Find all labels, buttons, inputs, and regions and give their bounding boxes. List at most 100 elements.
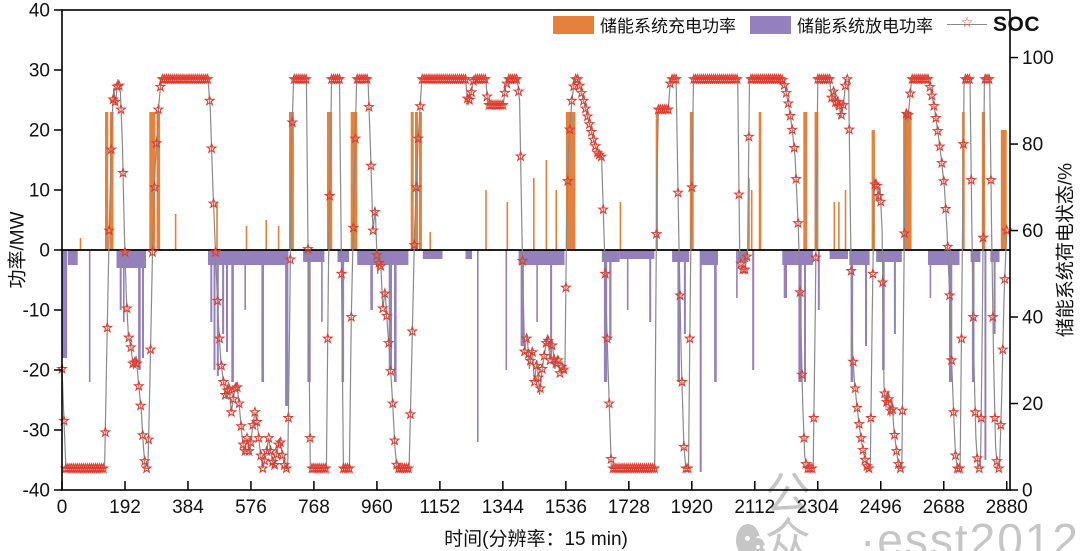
x-tick-label: 192 bbox=[109, 497, 141, 518]
charge-bar bbox=[838, 202, 840, 250]
discharge-bar bbox=[210, 250, 213, 322]
discharge-bar bbox=[222, 250, 225, 334]
y-left-tick-label: 30 bbox=[29, 61, 50, 82]
legend-item-charge: 储能系统充电功率 bbox=[553, 12, 736, 37]
charge-bar bbox=[79, 238, 82, 250]
y-right-tick-label: 0 bbox=[1022, 481, 1033, 502]
discharge-bar bbox=[67, 250, 78, 265]
discharge-bar bbox=[213, 250, 216, 370]
soc-markers bbox=[57, 74, 1012, 473]
y-right-tick-label: 20 bbox=[1022, 394, 1043, 415]
charge-bar bbox=[506, 202, 509, 250]
charge-bar bbox=[485, 190, 487, 250]
discharge-bar bbox=[465, 250, 473, 259]
watermark-text-cn: 公众号 bbox=[764, 468, 813, 551]
charge-bar bbox=[149, 112, 156, 250]
discharge-bar bbox=[929, 250, 932, 298]
charge-bar bbox=[833, 202, 836, 250]
discharge-bar bbox=[683, 250, 686, 334]
star-icon: ☆ bbox=[960, 14, 974, 30]
wechat-icon-small bbox=[750, 537, 767, 551]
y-left-axis-title: 功率/MW bbox=[7, 211, 29, 289]
x-tick-label: 2496 bbox=[860, 497, 902, 518]
discharge-bar bbox=[865, 250, 867, 346]
discharge-bar bbox=[138, 250, 141, 370]
discharge-bar bbox=[699, 250, 702, 472]
x-tick-label: 2880 bbox=[986, 497, 1028, 518]
discharge-bar bbox=[609, 250, 612, 340]
discharge-swatch-icon bbox=[750, 15, 791, 34]
discharge-bar bbox=[62, 250, 68, 358]
legend-label-discharge: 储能系统放电功率 bbox=[797, 17, 933, 36]
y-left-tick-label: 20 bbox=[29, 121, 50, 142]
discharge-bar bbox=[626, 250, 629, 310]
charge-bar bbox=[156, 112, 161, 250]
discharge-bar bbox=[603, 250, 608, 382]
y-left-tick-label: 0 bbox=[39, 241, 50, 262]
discharge-bar bbox=[536, 250, 538, 322]
discharge-bar bbox=[700, 250, 718, 265]
legend-label-soc: SOC bbox=[993, 12, 1041, 36]
y-left-tick-label: -40 bbox=[23, 481, 50, 502]
discharge-bar bbox=[619, 250, 655, 259]
discharge-bar bbox=[829, 250, 848, 259]
discharge-bar bbox=[649, 250, 652, 322]
x-tick-label: 768 bbox=[298, 497, 330, 518]
discharge-bar bbox=[370, 250, 373, 310]
discharge-bar bbox=[518, 250, 565, 265]
legend: 储能系统充电功率 储能系统放电功率 ☆ SOC bbox=[553, 12, 1040, 37]
y-right-tick-label: 100 bbox=[1022, 48, 1054, 69]
charge-bar bbox=[109, 112, 114, 250]
y-right-tick-label: 40 bbox=[1022, 308, 1043, 329]
watermark-sep: · bbox=[859, 514, 878, 551]
discharge-bar bbox=[550, 250, 553, 358]
watermark-text-en: esst2012 bbox=[877, 514, 1080, 551]
discharge-bar bbox=[477, 250, 479, 442]
legend-item-soc: ☆ SOC bbox=[947, 13, 1040, 37]
discharge-bar bbox=[321, 250, 323, 322]
charge-bar bbox=[619, 202, 622, 250]
discharge-bar bbox=[422, 250, 443, 259]
charge-bar bbox=[555, 190, 557, 250]
charge-bar bbox=[748, 178, 750, 250]
discharge-bar bbox=[714, 250, 717, 382]
y-right-axis-title: 储能系统荷电状态/% bbox=[1055, 162, 1077, 338]
charge-bar bbox=[277, 226, 280, 250]
discharge-bar bbox=[226, 250, 228, 352]
charge-bar bbox=[533, 178, 535, 250]
discharge-bar bbox=[119, 250, 122, 310]
discharge-bar bbox=[208, 250, 289, 265]
discharge-bar bbox=[341, 250, 345, 382]
discharge-bar bbox=[261, 250, 264, 382]
discharge-bar bbox=[520, 250, 524, 346]
x-tick-label: 1728 bbox=[608, 497, 650, 518]
soc-line-icon: ☆ bbox=[947, 15, 987, 29]
charge-bar bbox=[871, 130, 875, 250]
y-left-tick-label: -10 bbox=[23, 301, 50, 322]
charge-bar bbox=[429, 232, 431, 250]
y-right-tick-label: 60 bbox=[1022, 221, 1043, 242]
charge-bar bbox=[174, 214, 177, 250]
discharge-bar bbox=[876, 250, 902, 262]
x-tick-label: 2304 bbox=[797, 497, 840, 518]
discharge-bar bbox=[928, 250, 960, 265]
charge-bar bbox=[1000, 130, 1007, 250]
discharge-bar bbox=[970, 250, 981, 262]
discharge-bar bbox=[394, 250, 397, 382]
discharge-bar bbox=[736, 250, 738, 298]
discharge-bar bbox=[783, 250, 787, 298]
x-tick-label: 384 bbox=[172, 497, 204, 518]
charge-bar bbox=[245, 226, 248, 250]
watermark: 公众号 · esst2012 bbox=[736, 471, 1080, 551]
discharge-bar bbox=[388, 250, 392, 370]
discharge-bar bbox=[893, 250, 896, 334]
discharge-bar bbox=[849, 250, 870, 265]
charge-bar bbox=[216, 202, 218, 250]
charge-bar bbox=[105, 112, 109, 250]
legend-label-charge: 储能系统充电功率 bbox=[600, 17, 736, 36]
discharge-bar bbox=[817, 250, 820, 310]
charge-bar bbox=[545, 160, 548, 250]
discharge-bar bbox=[123, 250, 125, 322]
